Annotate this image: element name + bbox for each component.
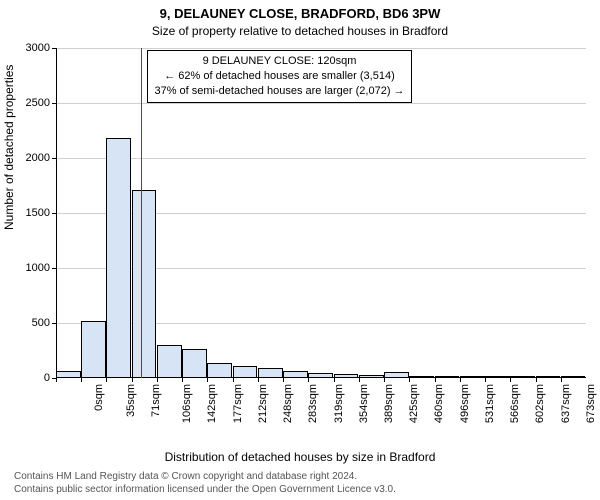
x-tick-mark xyxy=(283,378,284,382)
y-tick-label: 3000 xyxy=(26,42,50,54)
x-tick-label: 0sqm xyxy=(93,384,105,411)
x-tick-mark xyxy=(384,378,385,382)
x-tick-mark xyxy=(56,378,57,382)
plot-area: 0500100015002000250030000sqm35sqm71sqm10… xyxy=(56,48,586,378)
histogram-bar xyxy=(157,345,182,378)
histogram-bar xyxy=(182,349,207,378)
histogram-bar xyxy=(258,368,283,378)
y-tick-label: 0 xyxy=(44,372,50,384)
x-tick-label: 71sqm xyxy=(150,384,162,417)
y-tick-label: 2500 xyxy=(26,97,50,109)
histogram-bar xyxy=(561,376,586,378)
x-tick-mark xyxy=(409,378,410,382)
histogram-bar xyxy=(334,374,359,378)
x-tick-label: 637sqm xyxy=(560,384,572,423)
histogram-bar xyxy=(233,366,258,378)
x-tick-mark xyxy=(334,378,335,382)
property-callout: 9 DELAUNEY CLOSE: 120sqm← 62% of detache… xyxy=(147,50,411,103)
footer-line-2: Contains public sector information licen… xyxy=(14,484,396,497)
histogram-bar xyxy=(359,375,384,378)
x-tick-mark xyxy=(561,378,562,382)
y-tick-label: 500 xyxy=(32,317,50,329)
x-tick-mark xyxy=(132,378,133,382)
histogram-bar xyxy=(283,371,308,378)
x-tick-mark xyxy=(308,378,309,382)
chart-subtitle: Size of property relative to detached ho… xyxy=(0,24,600,38)
x-tick-mark xyxy=(359,378,360,382)
histogram-bar xyxy=(510,376,535,378)
callout-line: ← 62% of detached houses are smaller (3,… xyxy=(154,69,404,84)
y-tick-label: 2000 xyxy=(26,152,50,164)
x-tick-label: 142sqm xyxy=(206,384,218,423)
x-axis-label: Distribution of detached houses by size … xyxy=(0,450,600,464)
x-tick-mark xyxy=(233,378,234,382)
x-tick-mark xyxy=(460,378,461,382)
x-tick-label: 496sqm xyxy=(459,384,471,423)
x-tick-mark xyxy=(435,378,436,382)
histogram-bar xyxy=(81,321,106,378)
x-tick-label: 212sqm xyxy=(257,384,269,423)
x-tick-mark xyxy=(485,378,486,382)
x-tick-label: 531sqm xyxy=(484,384,496,423)
x-tick-mark xyxy=(510,378,511,382)
x-tick-mark xyxy=(157,378,158,382)
histogram-bar xyxy=(132,190,157,378)
histogram-bar xyxy=(409,376,434,378)
x-tick-mark xyxy=(106,378,107,382)
x-tick-label: 602sqm xyxy=(535,384,547,423)
histogram-bar xyxy=(435,376,460,378)
callout-line: 9 DELAUNEY CLOSE: 120sqm xyxy=(154,54,404,69)
property-marker-line xyxy=(141,48,142,378)
x-tick-mark xyxy=(182,378,183,382)
y-tick-label: 1500 xyxy=(26,207,50,219)
x-tick-label: 354sqm xyxy=(358,384,370,423)
y-axis-label: Number of detached properties xyxy=(2,65,16,230)
grid-line xyxy=(56,103,586,104)
grid-line xyxy=(56,158,586,159)
x-tick-label: 177sqm xyxy=(232,384,244,423)
y-tick-label: 1000 xyxy=(26,262,50,274)
footer-line-1: Contains HM Land Registry data © Crown c… xyxy=(14,471,396,484)
x-tick-mark xyxy=(81,378,82,382)
attribution-footer: Contains HM Land Registry data © Crown c… xyxy=(14,471,396,496)
x-tick-mark xyxy=(258,378,259,382)
histogram-bar xyxy=(308,373,333,379)
histogram-bar xyxy=(384,372,409,378)
histogram-bar xyxy=(106,138,131,378)
histogram-bar xyxy=(485,376,510,378)
x-tick-label: 425sqm xyxy=(408,384,420,423)
x-tick-label: 389sqm xyxy=(383,384,395,423)
histogram-bar xyxy=(536,376,561,378)
x-tick-label: 283sqm xyxy=(307,384,319,423)
x-tick-label: 248sqm xyxy=(282,384,294,423)
x-tick-label: 460sqm xyxy=(434,384,446,423)
histogram-bar xyxy=(207,363,232,378)
x-tick-mark xyxy=(536,378,537,382)
x-tick-label: 35sqm xyxy=(125,384,137,417)
x-tick-label: 673sqm xyxy=(585,384,597,423)
y-axis xyxy=(56,48,57,378)
x-tick-label: 106sqm xyxy=(181,384,193,423)
x-tick-label: 319sqm xyxy=(333,384,345,423)
grid-line xyxy=(56,48,586,49)
histogram-bar xyxy=(460,376,485,378)
callout-line: 37% of semi-detached houses are larger (… xyxy=(154,84,404,99)
chart-title: 9, DELAUNEY CLOSE, BRADFORD, BD6 3PW xyxy=(0,6,600,21)
x-tick-label: 566sqm xyxy=(509,384,521,423)
histogram-bar xyxy=(56,371,81,378)
x-tick-mark xyxy=(207,378,208,382)
